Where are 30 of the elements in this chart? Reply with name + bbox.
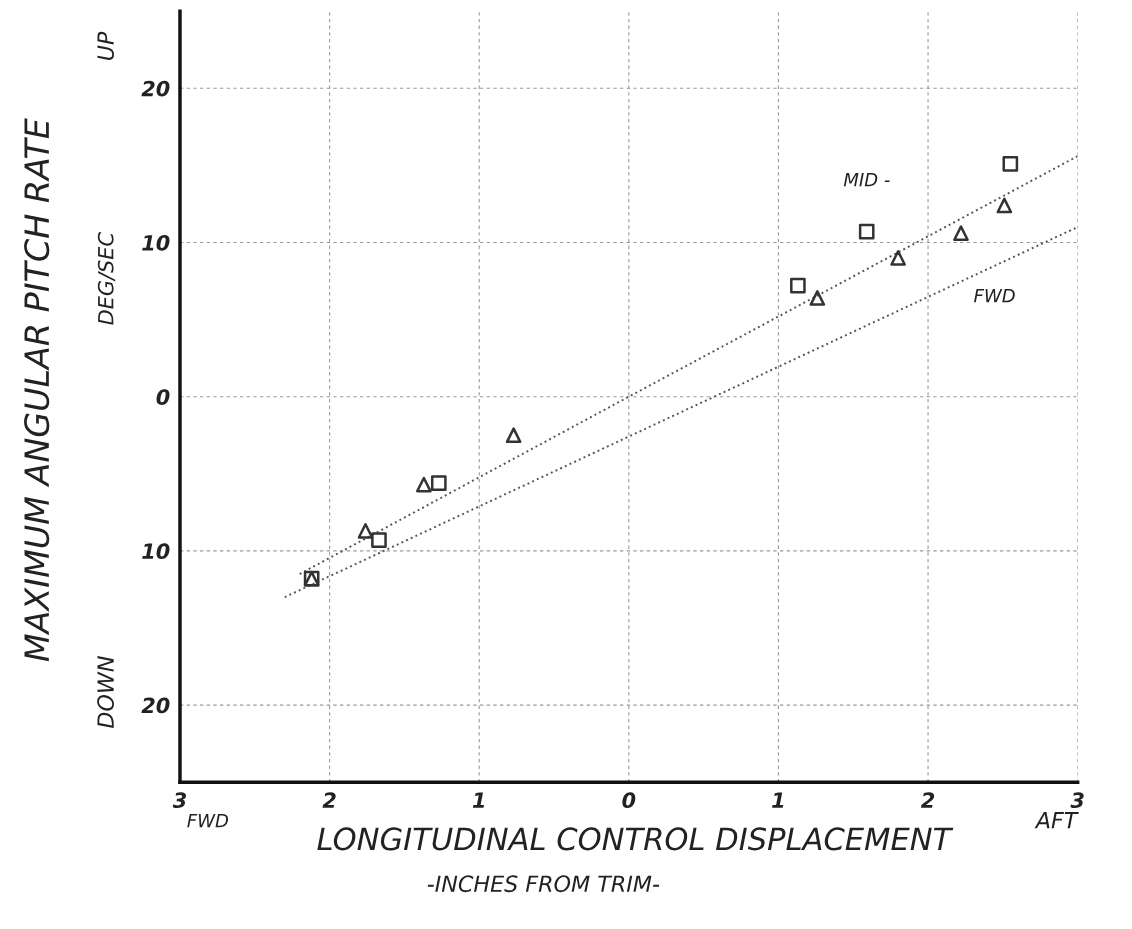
x-tick-label: 1 — [472, 792, 485, 808]
y-tick-label: 20 — [141, 697, 170, 714]
point — [858, 223, 875, 240]
y-tick-label: 10 — [142, 234, 170, 251]
point — [357, 523, 374, 539]
y-tick-label: 0 — [156, 389, 170, 405]
point — [416, 476, 432, 493]
x-tick-label: 3 — [1070, 792, 1084, 809]
text: UP — [97, 31, 114, 60]
point — [890, 250, 906, 266]
point — [996, 197, 1013, 214]
point — [953, 225, 969, 242]
text: AFT — [1034, 812, 1079, 829]
x-tick-label: 2 — [322, 792, 336, 808]
point — [1002, 155, 1019, 172]
text: FWD — [187, 813, 229, 828]
y-tick-label: 10 — [142, 543, 170, 560]
x-tick-label: 2 — [920, 792, 935, 808]
x-tick-label: 0 — [622, 792, 636, 809]
annotation: FWD — [974, 289, 1015, 303]
annotation: MID - — [843, 172, 890, 187]
point — [790, 277, 806, 294]
x-axis-title: LONGITUDINAL CONTROL DISPLACEMENT -INCHES FROM TRIM- — [317, 827, 954, 893]
x-tick-label: 1 — [772, 792, 784, 808]
point — [809, 290, 826, 306]
point — [371, 532, 387, 548]
point — [505, 427, 522, 444]
x-tick-label: 3 — [172, 792, 187, 809]
point — [430, 475, 447, 491]
y-tick-label: 20 — [141, 80, 170, 97]
